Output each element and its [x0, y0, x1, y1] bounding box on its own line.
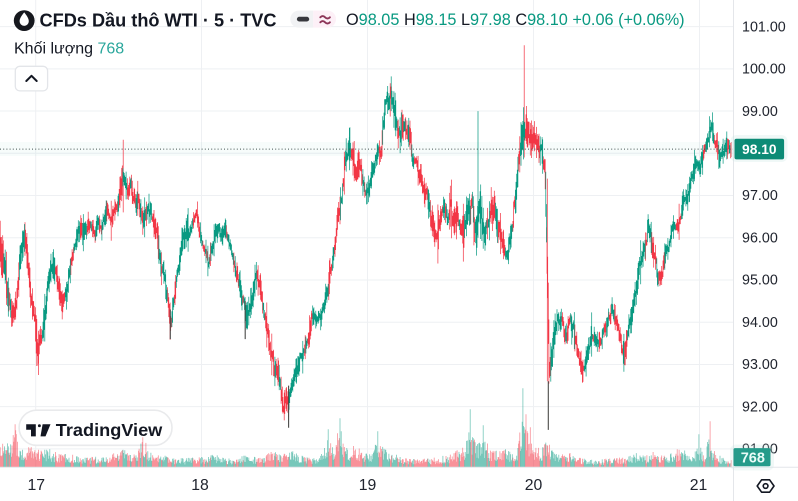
svg-text:93.00: 93.00 — [742, 357, 778, 373]
svg-text:101.00: 101.00 — [742, 19, 786, 35]
svg-text:Khối lượng 768: Khối lượng 768 — [14, 41, 124, 58]
svg-text:96.00: 96.00 — [742, 230, 778, 246]
svg-text:768: 768 — [741, 450, 765, 466]
svg-text:99.00: 99.00 — [742, 104, 778, 120]
svg-text:92.00: 92.00 — [742, 399, 778, 415]
svg-text:95.00: 95.00 — [742, 273, 778, 289]
svg-text:21: 21 — [690, 477, 708, 494]
svg-text:97.00: 97.00 — [742, 188, 778, 204]
svg-text:O98.05 H98.15 L97.98 C98.10 +0: O98.05 H98.15 L97.98 C98.10 +0.06 (+0.06… — [346, 11, 685, 29]
svg-text:20: 20 — [525, 477, 543, 494]
svg-text:100.00: 100.00 — [742, 62, 786, 78]
svg-text:98.10: 98.10 — [742, 142, 777, 157]
svg-text:94.00: 94.00 — [742, 315, 778, 331]
svg-text:19: 19 — [359, 477, 377, 494]
svg-text:CFDs Dầu thô WTI · 5 · TVC: CFDs Dầu thô WTI · 5 · TVC — [40, 10, 277, 31]
svg-text:TradingView: TradingView — [56, 420, 163, 440]
svg-text:17: 17 — [28, 477, 46, 494]
svg-text:18: 18 — [191, 477, 209, 494]
